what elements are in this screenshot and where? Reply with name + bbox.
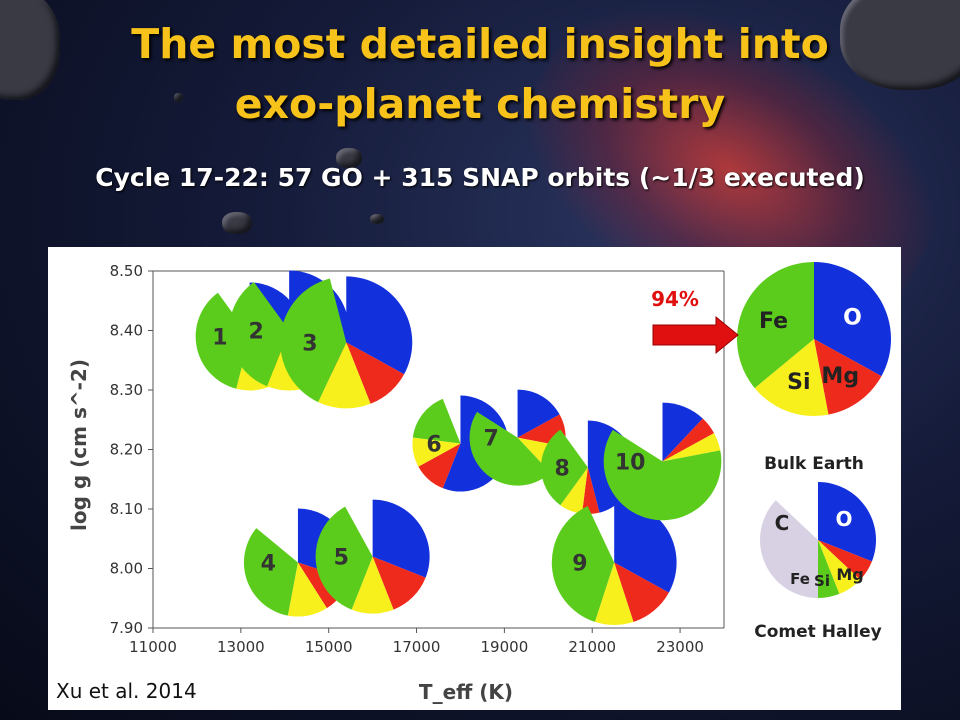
pie-label: 6	[426, 433, 441, 458]
x-tick-label: 13000	[217, 638, 265, 656]
x-tick-label: 15000	[305, 638, 353, 656]
pie-label: 7	[484, 427, 499, 452]
y-tick-label: 8.10	[110, 500, 143, 518]
pie-slice-fe	[603, 429, 722, 521]
y-tick-label: 8.50	[110, 262, 143, 280]
pie-label: 3	[302, 331, 317, 356]
pie-label: 5	[334, 546, 349, 571]
comet-halley-label: Comet Halley	[754, 622, 881, 642]
pie-slice-mg	[814, 339, 882, 415]
pie-slice-mg	[818, 540, 872, 580]
pie-star-10: 10	[603, 402, 722, 521]
percent-annotation: 94%	[651, 287, 699, 311]
pie-slice-o	[517, 389, 560, 438]
slice-label: O	[843, 305, 862, 330]
pie-slice-o	[614, 500, 677, 593]
x-tick-label: 11000	[129, 638, 177, 656]
pie-slice-mg	[662, 418, 715, 462]
pie-slice-si	[662, 433, 721, 462]
pie-slice-o	[372, 499, 430, 578]
asteroid	[222, 212, 252, 234]
pie-slice-o	[818, 482, 877, 562]
pie-slice-fe	[541, 429, 588, 506]
x-axis-label: T_eff (K)	[419, 680, 513, 704]
pie-slice-fe	[551, 506, 615, 622]
bulk-earth-label: Bulk Earth	[764, 454, 864, 474]
pie-slice-o	[814, 262, 891, 377]
pie-slice-si	[560, 467, 588, 514]
pie-slice-fe	[315, 506, 373, 610]
asteroid	[336, 148, 362, 168]
pie-slice-fe	[818, 540, 840, 598]
y-tick-label: 8.30	[110, 381, 143, 399]
y-tick-label: 8.20	[110, 441, 143, 459]
pie-slice-o	[662, 402, 703, 462]
pie-slice-c	[760, 500, 818, 598]
pie-label: 1	[212, 325, 227, 350]
chart-panel: 11000 13000 15000 17000 19000 21000 23000 8.50 8…	[48, 247, 901, 710]
pie-slice-mg	[581, 467, 600, 515]
slice-label: Mg	[836, 565, 863, 584]
slice-label: Si	[814, 572, 830, 590]
asteroid	[370, 214, 384, 224]
pie-star-3: 3	[280, 276, 413, 409]
title-line-1: The most detailed insight into	[131, 20, 829, 68]
page-subtitle: Cycle 17-22: 57 GO + 315 SNAP orbits (~1…	[95, 163, 865, 192]
slice-label: Mg	[821, 364, 859, 389]
pie-slice-si	[412, 437, 461, 467]
asteroid	[174, 93, 183, 102]
pie-slice-si	[318, 342, 371, 409]
pie-slice-fe	[229, 281, 290, 387]
y-tick-label: 7.90	[110, 619, 143, 637]
pie-label: 2	[249, 320, 264, 345]
arrow-icon	[652, 315, 739, 355]
pie-slice-fe	[195, 292, 250, 389]
asteroid	[840, 0, 960, 90]
credit-text: Xu et al. 2014	[56, 679, 197, 703]
title-line-2: exo-planet chemistry	[234, 80, 726, 128]
pie-slice-mg	[346, 342, 405, 404]
y-axis-label: log g (cm s^-2)	[67, 359, 91, 531]
pie-label: 4	[261, 552, 276, 577]
x-tick-label: 19000	[481, 638, 529, 656]
pie-star-9: 9	[551, 500, 677, 625]
x-tick-label: 23000	[656, 638, 704, 656]
pie-label: 8	[554, 456, 569, 481]
page-title: The most detailed insight into exo-plane…	[0, 14, 960, 134]
pie-slice-o	[346, 276, 413, 375]
pie-slice-si	[594, 562, 634, 625]
pie-label: 9	[572, 552, 587, 577]
slice-label: Fe	[790, 570, 810, 588]
slice-label: O	[835, 507, 852, 531]
slice-label: C	[775, 511, 790, 535]
pie-slice-si	[818, 540, 861, 594]
x-tick-label: 21000	[568, 638, 616, 656]
pie-slice-mg	[418, 443, 461, 489]
y-tick-label: 8.40	[110, 322, 143, 340]
pie-slice-mg	[372, 556, 426, 610]
pie-slice-fe	[243, 528, 298, 616]
pie-slice-fe	[280, 278, 347, 403]
bulk-earth-pie: O Mg Si Fe	[737, 262, 891, 416]
slice-label: Si	[787, 370, 810, 395]
pie-scatter-chart: 11000 13000 15000 17000 19000 21000 23000 8.50 8…	[56, 262, 891, 704]
pie-slice-mg	[614, 562, 669, 622]
pie-slice-fe	[737, 262, 814, 389]
x-tick-label: 17000	[393, 638, 441, 656]
pie-label: 10	[615, 450, 646, 475]
slice-label: Fe	[759, 309, 788, 334]
pie-slice-si	[287, 562, 327, 617]
pie-slice-si	[754, 339, 829, 416]
pie-slice-si	[351, 556, 394, 614]
pie-slice-fe	[412, 398, 461, 444]
pie-star-7: 7	[469, 389, 566, 486]
pie-star-5: 5	[315, 499, 430, 614]
y-tick-label: 8.00	[110, 560, 143, 578]
pie-slice-fe	[469, 411, 551, 486]
